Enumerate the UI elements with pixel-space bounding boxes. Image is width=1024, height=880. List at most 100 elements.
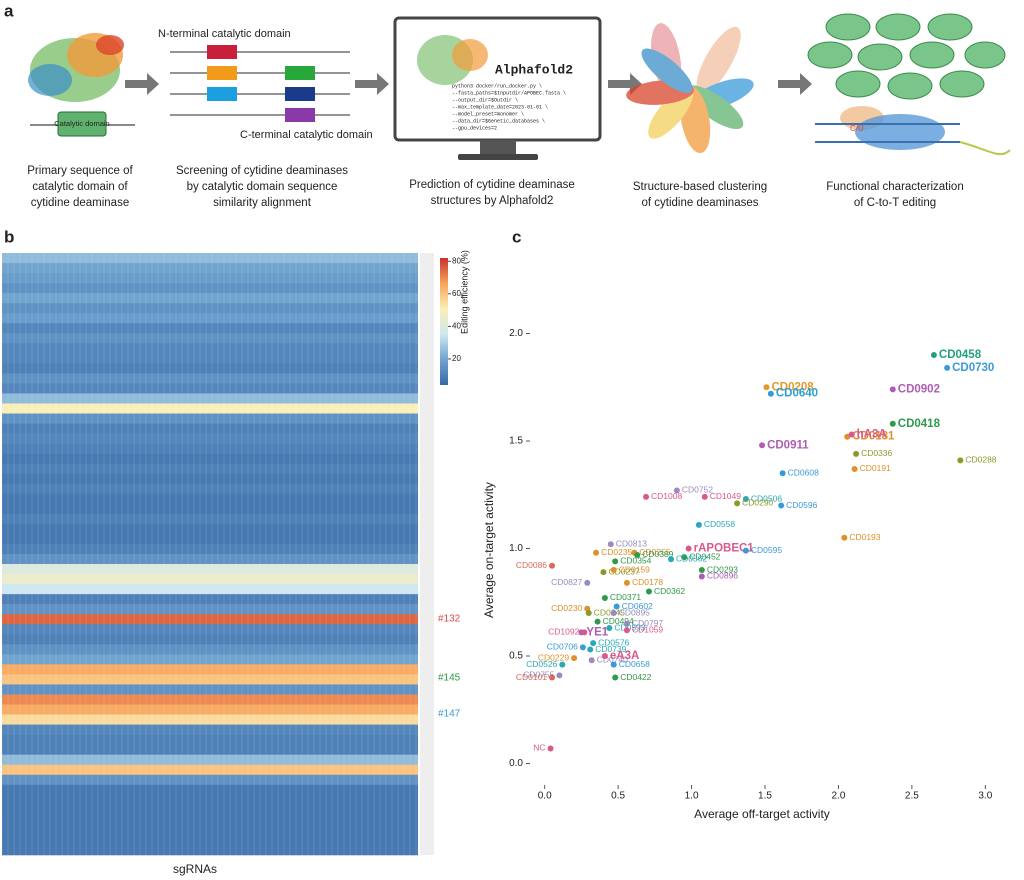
caption: of cytidine deaminases [642,197,759,209]
arrow [355,73,389,95]
point-label: CD0452 [689,551,720,561]
colorbar-tick-label: 60 [452,289,461,298]
row-mark: #145 [438,673,461,684]
x-tick-label: 3.0 [978,791,992,802]
heatmap-row [2,574,418,585]
point [579,644,586,651]
heatmap-row [2,273,418,284]
point-label: CD0602 [622,601,653,611]
point [742,496,749,503]
heatmap-row [2,423,418,434]
point-label: CD0235 [601,547,632,557]
caption: Primary sequence of [27,165,133,177]
point-label: CD0288 [965,455,996,465]
point-label: CD0389 [642,549,673,559]
point-label: CD0086 [516,560,547,570]
heatmap-row [2,463,418,475]
caption: Functional characterization [826,181,963,193]
heatmap-row [2,624,418,635]
cells [807,13,1006,100]
catalytic-domain-text: Catalytic domain [54,119,109,128]
heatmap-row [2,313,418,324]
point-label: rAPOBEC1 [694,543,755,555]
y-tick-label: 0.5 [509,651,523,662]
point-label: CD0506 [751,493,782,503]
row-mark: #147 [438,709,461,720]
caption: catalytic domain of [32,181,128,193]
heatmap-row [2,824,418,836]
point [930,352,937,358]
heatmap-row [2,483,418,495]
point [556,672,563,679]
point-label: CD0730 [952,362,994,374]
point [610,567,617,573]
point [612,558,619,565]
point [779,470,786,477]
point-label: CD0290 [742,498,773,508]
point [957,457,964,464]
heatmap-row [2,744,418,755]
point-label: CD1059 [632,624,663,634]
point-label: NC [533,743,545,753]
x-tick-label: 0.5 [611,791,625,802]
point-label: CD0229 [538,652,569,662]
point [698,567,705,573]
x-tick-label: 1.0 [685,791,699,802]
heatmap-row [2,433,418,444]
heatmap-row [2,293,418,304]
monitor-title: Alphafold2 [495,62,573,77]
point [889,420,896,427]
point-label: CD0740 [597,655,628,665]
x-tick-label: 1.5 [758,791,772,802]
code-line: --max_template_date=2023-01-01 \ [452,104,548,110]
point-label: CD0178 [632,577,663,587]
point [610,610,617,616]
point-label: CD0159 [619,564,650,574]
code-line: --output_dir=$Outdir \ [452,97,518,103]
heatmap-row [2,734,418,745]
point-label: CD0576 [598,637,629,647]
heatmap-row [2,303,418,314]
heatmap-row [2,804,418,816]
point-label: CD0706 [547,642,578,652]
heatmap-row [2,784,418,796]
heatmap-row [2,383,418,394]
heatmap-row [2,403,418,414]
y-tick-label: 2.0 [509,328,523,339]
point-label: CD0526 [526,659,557,669]
heatmap-row [2,473,418,485]
heatmap-row [2,764,418,776]
point [623,627,630,634]
row-label-column [420,253,434,855]
monitor [393,16,602,160]
point-label: CD0658 [619,659,650,669]
point [610,661,617,668]
point [851,465,858,472]
colorbar-tick-label: 20 [452,354,461,363]
point [634,551,641,558]
caption: of C-to-T editing [854,197,936,209]
heatmap-row [2,493,418,505]
colorbar-label: Editing efficiency (%) [459,250,469,334]
heatmap-row [2,564,418,575]
point [585,610,592,616]
point [600,569,607,576]
y-axis-label: Average on-target activity [482,482,496,618]
point-label: CD0896 [707,571,738,581]
heatmap-row [2,724,418,735]
n-terminal-label: N-terminal catalytic domain [158,28,291,40]
heatmap-row [2,814,418,826]
point-label: CD0902 [898,383,940,395]
y-tick-label: 1.0 [509,543,523,554]
point-label: CD0458 [939,349,982,361]
point [607,541,614,548]
point [606,625,613,632]
x-tick-label: 2.0 [831,791,845,802]
point-label: CD0596 [786,500,817,510]
heatmap-row [2,353,418,364]
heatmap-row [2,584,418,595]
point [673,487,680,494]
heatmap-row [2,594,418,605]
heatmap-row [2,363,418,374]
point [549,674,556,681]
